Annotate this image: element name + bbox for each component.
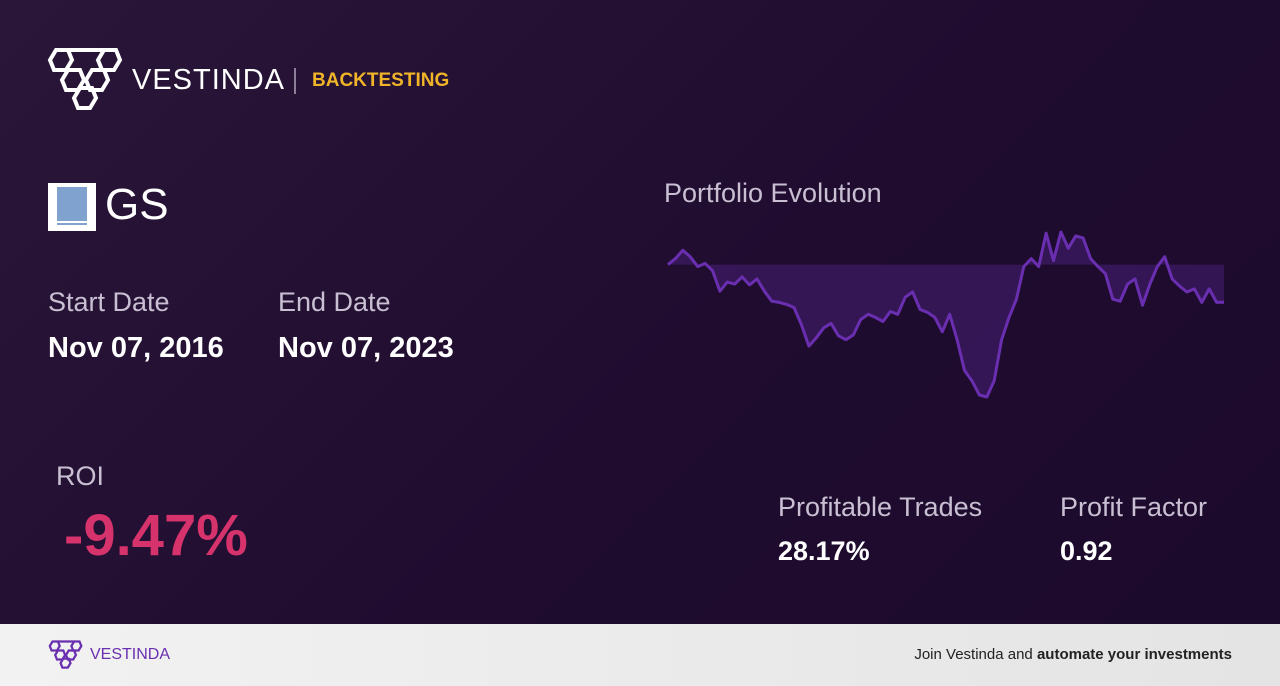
start-label: Start Date — [48, 287, 170, 317]
stat-label: Profitable Trades — [778, 492, 983, 522]
ticker: GS — [105, 180, 169, 229]
footer: VESTINDA Join Vestinda and automate your… — [0, 624, 1280, 686]
footer-text: Join Vestinda and — [914, 646, 1033, 663]
chart — [667, 230, 1225, 399]
divider — [294, 68, 296, 94]
stat-value: 28.17% — [778, 536, 870, 566]
roi-label: ROI — [56, 461, 105, 491]
line — [667, 230, 1225, 399]
ticker-logo — [48, 183, 96, 231]
footer-cta: Join Vestinda and automate your investme… — [914, 646, 1232, 663]
end-label: End Date — [278, 287, 391, 317]
footer-logo — [48, 640, 83, 669]
chart-title: Portfolio Evolution — [664, 178, 882, 208]
start-value: Nov 07, 2016 — [48, 332, 224, 364]
footer-brand: VESTINDA — [90, 646, 171, 663]
stat-value: 0.92 — [1060, 536, 1113, 566]
card: VESTINDA BACKTESTING GS Start Date Nov 0… — [0, 0, 1280, 624]
logo — [47, 48, 123, 110]
end-value: Nov 07, 2023 — [278, 332, 454, 364]
stat-label: Profit Factor — [1060, 492, 1208, 522]
section: BACKTESTING — [312, 70, 450, 91]
area — [668, 232, 1224, 397]
roi-value: -9.47% — [64, 503, 248, 568]
footer-emphasis: automate your investments — [1036, 646, 1232, 663]
brand: VESTINDA — [132, 64, 286, 96]
